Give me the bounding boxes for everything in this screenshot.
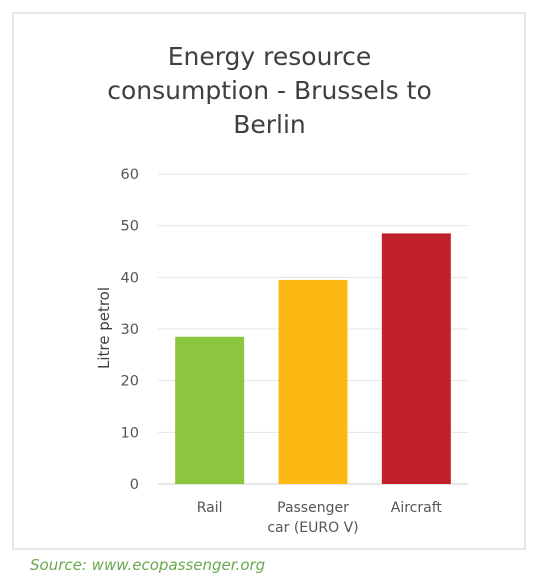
bar [175,337,244,484]
y-tick-label: 40 [121,270,139,286]
y-axis-label: Litre petrol [95,287,113,369]
y-tick-label: 30 [121,322,139,338]
source-caption: Source: www.ecopassenger.org [30,556,265,574]
x-category-label: Passenger car (EURO V) [267,500,358,536]
y-tick-label: 0 [130,477,139,493]
x-category-label: Rail [197,500,223,516]
y-tick-label: 50 [121,219,139,235]
bar [279,280,348,484]
x-category-label: Aircraft [391,500,443,516]
y-tick-label: 60 [121,167,139,183]
y-tick-label: 10 [121,425,139,441]
bar [382,233,451,484]
y-tick-label: 20 [121,374,139,390]
